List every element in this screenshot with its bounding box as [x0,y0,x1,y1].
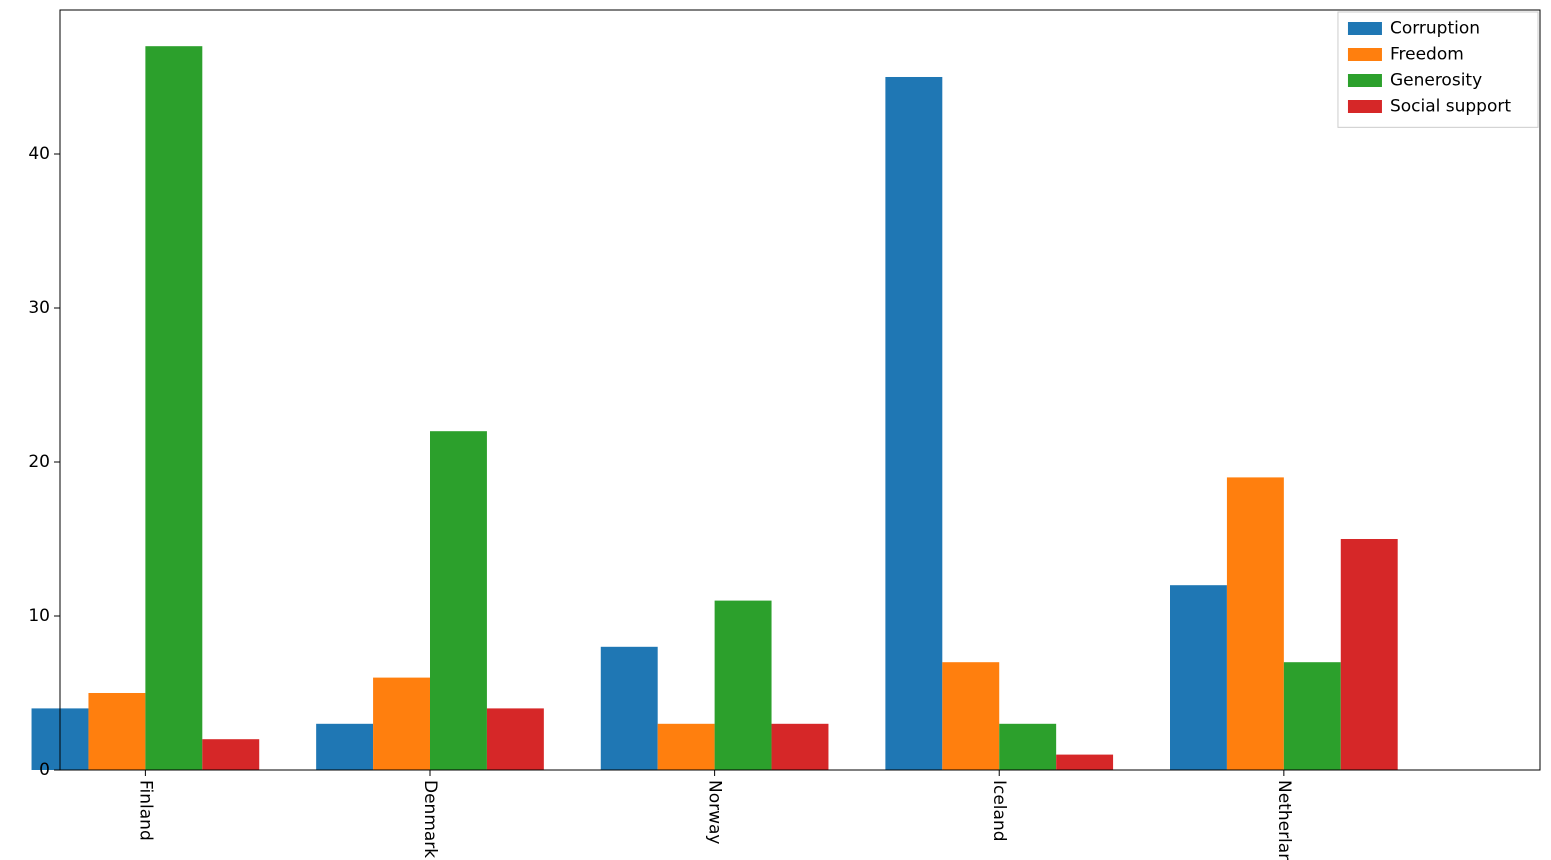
y-tick-label: 20 [28,452,50,472]
bar [316,724,373,770]
bar [715,601,772,770]
bar [885,77,942,770]
legend-label: Generosity [1390,71,1482,91]
bar [772,724,829,770]
x-tick-label: Netherlands [1274,780,1294,860]
bar [1227,477,1284,770]
legend-swatch [1348,74,1382,87]
grouped-bar-chart: 0 10 20 30 40 Finland Denmark Norway Iceland Neth… [0,0,1551,860]
legend-swatch [1348,48,1382,61]
bar [1170,585,1227,770]
x-tick-label: Norway [705,780,725,845]
legend-label: Social support [1390,97,1511,117]
bar [1284,662,1341,770]
chart-svg: 0 10 20 30 40 Finland Denmark Norway Iceland Neth… [0,0,1551,860]
legend-label: Freedom [1390,45,1464,65]
legend-swatch [1348,100,1382,113]
legend-label: Corruption [1390,19,1480,39]
y-tick-label: 30 [28,298,50,318]
bar [487,708,544,770]
legend-swatch [1348,22,1382,35]
bar [373,678,430,770]
bar [1341,539,1398,770]
x-tick-label: Finland [135,780,155,841]
bar [942,662,999,770]
x-tick-label: Denmark [420,780,440,858]
y-tick-label: 10 [28,606,50,626]
bar [202,739,259,770]
bar [658,724,715,770]
y-tick-label: 0 [39,760,50,780]
bar [1056,755,1113,770]
bar [88,693,145,770]
bar [601,647,658,770]
bar [430,431,487,770]
bar [999,724,1056,770]
y-tick-label: 40 [28,144,50,164]
bar [145,46,202,770]
x-tick-label: Iceland [989,780,1009,842]
